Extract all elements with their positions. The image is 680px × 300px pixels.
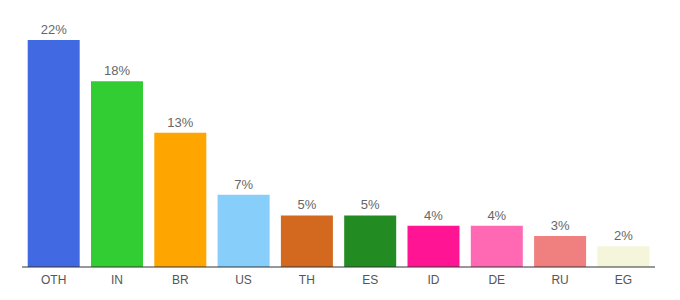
svg-text:ID: ID [427,273,439,287]
svg-text:ES: ES [362,273,378,287]
svg-text:DE: DE [488,273,505,287]
svg-text:22%: 22% [41,22,67,37]
svg-text:18%: 18% [104,63,130,78]
svg-text:7%: 7% [234,177,253,192]
svg-text:3%: 3% [551,218,570,233]
svg-text:5%: 5% [297,197,316,212]
svg-text:TH: TH [299,273,315,287]
svg-text:2%: 2% [614,228,633,243]
svg-text:EG: EG [615,273,632,287]
svg-text:4%: 4% [487,208,506,223]
svg-text:US: US [235,273,252,287]
svg-text:IN: IN [111,273,123,287]
svg-text:13%: 13% [167,115,193,130]
svg-text:BR: BR [172,273,189,287]
svg-text:5%: 5% [361,197,380,212]
svg-text:OTH: OTH [41,273,66,287]
svg-text:RU: RU [551,273,568,287]
svg-text:4%: 4% [424,208,443,223]
